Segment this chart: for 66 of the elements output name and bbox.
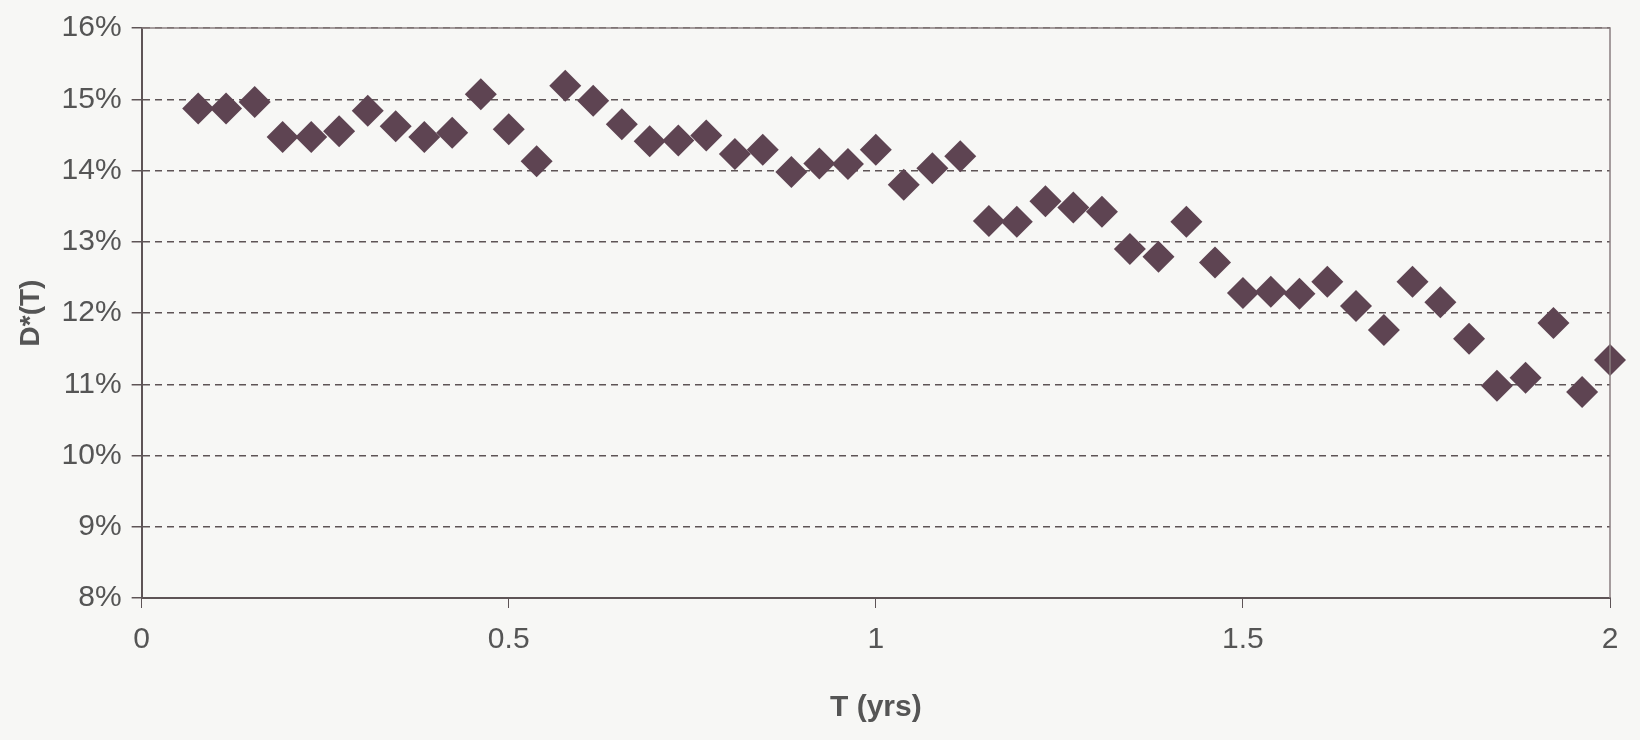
y-tick-label: 13% <box>61 223 122 257</box>
point <box>238 86 271 119</box>
point <box>1226 277 1259 310</box>
point <box>1339 289 1372 322</box>
x-axis-title: T (yrs) <box>829 689 922 723</box>
point <box>1254 275 1287 308</box>
point <box>1142 240 1175 273</box>
point <box>182 92 215 125</box>
point <box>1424 286 1457 319</box>
point <box>436 116 469 149</box>
point <box>803 147 836 180</box>
point <box>210 92 243 125</box>
point <box>944 140 977 173</box>
point <box>1509 361 1542 394</box>
point <box>690 119 723 152</box>
point <box>1566 376 1599 409</box>
point <box>520 145 553 178</box>
point <box>1480 369 1513 402</box>
point <box>972 205 1005 238</box>
point <box>1113 232 1146 265</box>
y-tick-label: 14% <box>61 151 122 185</box>
point <box>916 152 949 185</box>
x-tick-label: 1 <box>867 621 885 655</box>
y-tick-label: 12% <box>61 294 122 328</box>
point <box>1283 277 1316 310</box>
point <box>1170 205 1203 238</box>
y-tick-label: 15% <box>61 80 122 114</box>
x-tick-label: 2 <box>1601 621 1619 655</box>
y-tick-label: 11% <box>63 365 122 399</box>
point <box>464 78 497 111</box>
point <box>831 148 864 181</box>
point <box>295 121 328 154</box>
point <box>1396 265 1429 298</box>
point <box>887 168 920 201</box>
x-tick-label: 0.5 <box>487 621 530 655</box>
y-tick-label: 8% <box>78 579 122 613</box>
point <box>549 69 582 102</box>
point <box>775 155 808 188</box>
y-tick-label: 16% <box>61 9 122 43</box>
point <box>408 121 441 154</box>
point <box>1057 191 1090 224</box>
point <box>577 84 610 117</box>
y-tick-label: 9% <box>78 508 122 542</box>
point <box>351 94 384 127</box>
y-axis-title: D*(T) <box>13 279 45 347</box>
point <box>323 115 356 148</box>
point <box>1367 314 1400 347</box>
point <box>662 124 695 157</box>
point <box>1453 322 1486 355</box>
x-tick-label: 1.5 <box>1222 621 1264 655</box>
point <box>718 138 751 171</box>
point <box>492 113 525 146</box>
y-tick-label: 10% <box>61 436 122 470</box>
point <box>1537 306 1570 339</box>
point <box>859 133 892 166</box>
point <box>379 110 412 143</box>
point <box>633 125 666 158</box>
point <box>605 108 638 141</box>
point <box>266 121 299 154</box>
point <box>1029 185 1062 218</box>
point <box>1085 195 1118 228</box>
x-tick-label: 0 <box>133 621 150 655</box>
point <box>746 133 779 166</box>
point <box>1000 205 1033 238</box>
point <box>1199 246 1232 279</box>
point <box>1311 265 1344 298</box>
